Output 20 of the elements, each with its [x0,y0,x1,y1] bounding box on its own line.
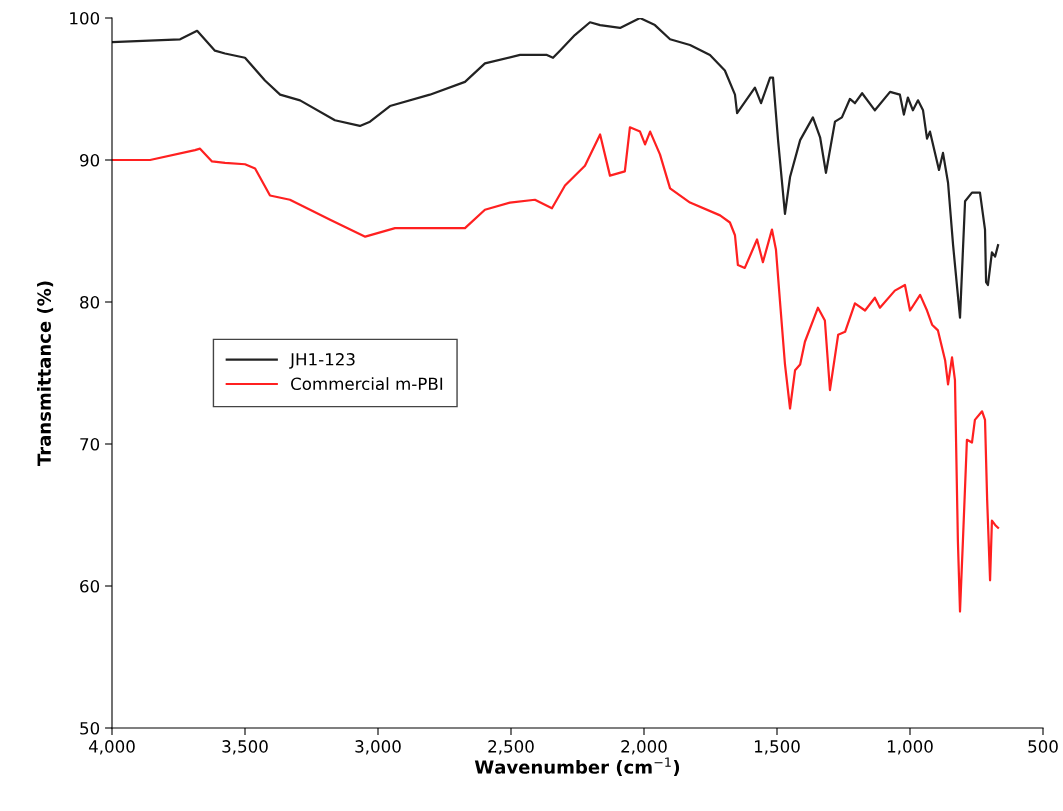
legend-label: JH1-123 [289,353,355,369]
y-axis-title: Transmittance (%) [37,281,54,466]
x-tick-label: 2,000 [621,740,667,755]
y-tick-label: 60 [80,579,100,593]
y-tick-label: 80 [80,295,100,309]
y-tick-label: 70 [80,437,100,451]
x-tick-label: 2,500 [488,740,534,755]
y-tick-label: 50 [80,721,100,735]
y-tick-label: 100 [70,11,100,25]
x-tick-label: 3,000 [355,740,401,755]
x-tick-label: 500 [1028,740,1058,753]
y-tick-label: 90 [80,153,100,167]
x-tick-label: 4,000 [88,740,135,755]
x-axis-title: Wavenumber (cm$^{−1}$) [474,757,680,776]
line-series [112,126,1000,613]
line-series [112,18,1000,319]
x-tick-label: 3,500 [222,740,268,755]
x-tick-label: 1,000 [887,740,933,755]
x-tick-label: 1,500 [754,740,800,755]
legend-label: Commercial m-PBI [291,377,443,391]
